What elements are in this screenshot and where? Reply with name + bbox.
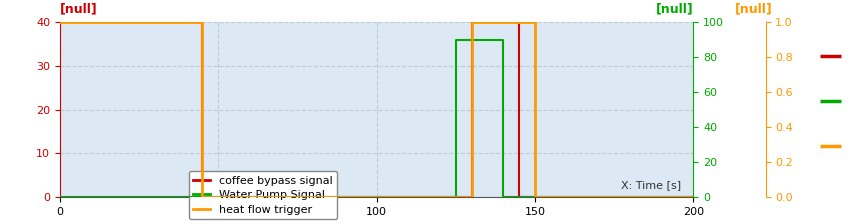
Text: X: Time [s]: X: Time [s] — [621, 180, 681, 190]
Legend: coffee bypass signal, Water Pump Signal, heat flow trigger: coffee bypass signal, Water Pump Signal,… — [189, 171, 337, 219]
Text: [null]: [null] — [734, 2, 772, 15]
Text: [null]: [null] — [656, 2, 693, 15]
Text: [null]: [null] — [60, 2, 98, 15]
